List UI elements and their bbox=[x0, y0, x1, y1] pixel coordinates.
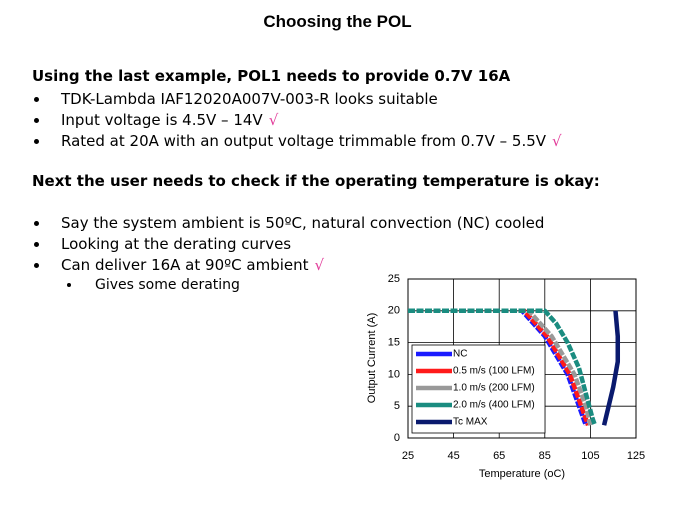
legend-label: 1.0 m/s (200 LFM) bbox=[453, 383, 535, 394]
legend-label: NC bbox=[453, 349, 467, 360]
x-axis-title: Temperature (oC) bbox=[479, 468, 565, 480]
bullet: Looking at the derating curves bbox=[33, 234, 292, 254]
x-tick-label: 45 bbox=[447, 450, 459, 462]
bullet-text: Say the system ambient is 50ºC, natural … bbox=[61, 214, 545, 232]
legend-label: Tc MAX bbox=[453, 417, 488, 428]
y-tick-label: 20 bbox=[388, 305, 400, 317]
x-tick-label: 65 bbox=[493, 450, 505, 462]
bullet: Can deliver 16A at 90ºC ambient √ bbox=[33, 255, 325, 275]
y-tick-label: 25 bbox=[388, 273, 400, 285]
bullet-text: Input voltage is 4.5V – 14V bbox=[61, 111, 263, 129]
bullet: Input voltage is 4.5V – 14V √ bbox=[33, 110, 279, 130]
slide-title: Choosing the POL bbox=[263, 12, 412, 31]
y-tick-label: 5 bbox=[394, 400, 400, 412]
bullet: Rated at 20A with an output voltage trim… bbox=[34, 131, 562, 151]
check-mark: √ bbox=[268, 111, 279, 129]
heading: Next the user needs to check if the oper… bbox=[32, 172, 600, 190]
legend-label: 0.5 m/s (100 LFM) bbox=[453, 366, 535, 377]
x-tick-label: 125 bbox=[627, 450, 645, 462]
bullet-text: Can deliver 16A at 90ºC ambient bbox=[61, 256, 309, 274]
x-tick-label: 25 bbox=[402, 450, 414, 462]
y-tick-label: 10 bbox=[388, 368, 400, 380]
heading: Using the last example, POL1 needs to pr… bbox=[32, 67, 511, 85]
sub-bullet: Gives some derating bbox=[67, 275, 240, 295]
series-line bbox=[601, 310, 621, 426]
legend-label: 2.0 m/s (400 LFM) bbox=[453, 400, 535, 411]
x-tick-label: 85 bbox=[539, 450, 551, 462]
bullet: Say the system ambient is 50ºC, natural … bbox=[33, 213, 545, 233]
check-mark: √ bbox=[314, 256, 325, 274]
y-axis-title: Output Current (A) bbox=[366, 313, 378, 403]
bullet-text: TDK-Lambda IAF12020A007V-003-R looks sui… bbox=[61, 90, 438, 108]
bullet-text: Gives some derating bbox=[95, 277, 240, 293]
y-tick-label: 15 bbox=[388, 337, 400, 349]
x-tick-label: 105 bbox=[581, 450, 599, 462]
series-line bbox=[408, 308, 591, 427]
bullet-text: Rated at 20A with an output voltage trim… bbox=[61, 132, 547, 150]
y-tick-label: 0 bbox=[394, 432, 400, 444]
bullet: TDK-Lambda IAF12020A007V-003-R looks sui… bbox=[34, 89, 438, 109]
legend-box bbox=[411, 344, 546, 434]
check-mark: √ bbox=[552, 132, 562, 150]
bullet-text: Looking at the derating curves bbox=[61, 235, 292, 253]
series-line bbox=[408, 308, 598, 427]
